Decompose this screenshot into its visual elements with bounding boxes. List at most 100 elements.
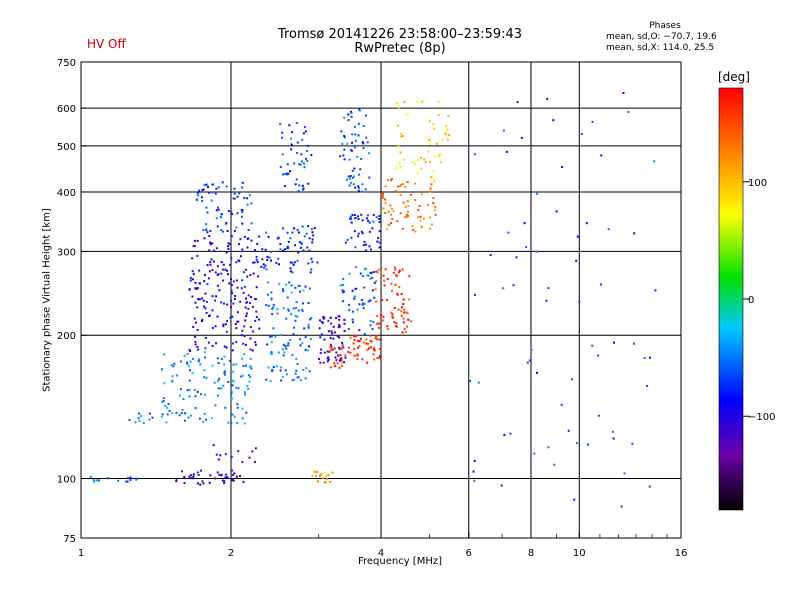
data-point: [654, 289, 657, 292]
data-point: [367, 274, 370, 277]
data-point: [220, 213, 223, 216]
data-point: [248, 194, 251, 197]
data-point: [238, 243, 241, 246]
data-point: [361, 183, 364, 186]
data-point: [375, 216, 378, 219]
data-point: [254, 298, 257, 301]
data-point: [384, 211, 387, 214]
data-point: [270, 297, 273, 300]
data-point: [377, 236, 380, 239]
data-point: [269, 380, 272, 383]
data-point: [216, 357, 219, 360]
data-point: [249, 326, 252, 329]
data-point: [282, 307, 285, 310]
data-point: [351, 214, 354, 217]
data-point: [194, 321, 197, 324]
data-point: [198, 282, 201, 285]
data-point: [407, 205, 410, 208]
data-point: [424, 136, 427, 139]
data-point: [241, 211, 244, 214]
data-point: [162, 397, 165, 400]
data-point: [209, 229, 212, 232]
data-point: [289, 237, 292, 240]
data-point: [298, 290, 301, 293]
data-point: [372, 346, 375, 349]
data-point: [397, 145, 400, 148]
data-point: [419, 157, 422, 160]
data-point: [266, 343, 269, 346]
data-point: [502, 129, 505, 132]
data-point: [205, 229, 208, 232]
data-point: [396, 292, 399, 295]
data-point: [306, 160, 309, 163]
data-point: [384, 202, 387, 205]
data-point: [186, 352, 189, 355]
data-point: [364, 267, 367, 270]
data-point: [216, 265, 219, 268]
data-point: [380, 193, 383, 196]
data-point: [214, 192, 217, 195]
data-point: [202, 482, 205, 485]
data-point: [228, 359, 231, 362]
data-point: [346, 238, 349, 241]
data-point: [286, 245, 289, 248]
data-point: [226, 476, 229, 479]
data-point: [424, 161, 427, 164]
data-point: [472, 470, 475, 473]
data-point: [378, 217, 381, 220]
data-point: [319, 336, 322, 339]
data-point: [319, 473, 322, 476]
data-point: [372, 213, 375, 216]
x-tick-label: 16: [675, 548, 688, 559]
data-point: [347, 328, 350, 331]
data-point: [302, 187, 305, 190]
data-point: [223, 373, 226, 376]
y-tick-label: 75: [63, 534, 76, 545]
data-point: [304, 130, 307, 133]
data-point: [236, 286, 239, 289]
data-point: [194, 335, 197, 338]
data-point: [272, 366, 275, 369]
data-point: [395, 322, 398, 325]
data-point: [282, 354, 285, 357]
data-point: [420, 167, 423, 170]
x-tick-label: 2: [228, 548, 234, 559]
data-point: [221, 230, 224, 233]
data-point: [183, 355, 186, 358]
data-point: [343, 116, 346, 119]
data-point: [390, 207, 393, 210]
data-point: [319, 352, 322, 355]
data-point: [319, 361, 322, 364]
data-point: [336, 362, 339, 365]
data-point: [218, 289, 221, 292]
data-point: [329, 480, 332, 483]
data-point: [536, 192, 539, 195]
data-point: [211, 269, 214, 272]
data-point: [234, 294, 237, 297]
data-point: [211, 326, 214, 329]
data-point: [161, 368, 164, 371]
data-point: [249, 357, 252, 360]
data-point: [313, 227, 316, 230]
data-point: [306, 246, 309, 249]
data-point: [401, 135, 404, 138]
data-point: [365, 136, 368, 139]
data-point: [400, 310, 403, 313]
data-point: [300, 242, 303, 245]
data-point: [376, 314, 379, 317]
data-point: [194, 301, 197, 304]
data-point: [512, 284, 515, 287]
data-point: [231, 413, 234, 416]
data-point: [387, 210, 390, 213]
data-point: [196, 198, 199, 201]
data-point: [339, 155, 342, 158]
data-point: [627, 110, 630, 113]
data-point: [281, 348, 284, 351]
data-point: [245, 411, 248, 414]
data-point: [217, 206, 220, 209]
data-point: [267, 366, 270, 369]
data-point: [308, 370, 311, 373]
data-point: [197, 191, 200, 194]
data-point: [429, 227, 432, 230]
data-point: [369, 299, 372, 302]
